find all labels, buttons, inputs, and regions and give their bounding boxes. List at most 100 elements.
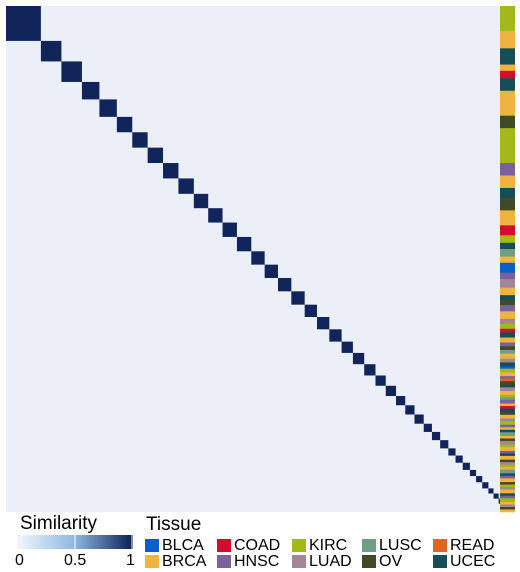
tissue-annotation-segment bbox=[500, 225, 515, 236]
tissue-annotation-segment bbox=[500, 504, 515, 508]
tissue-label: LUSC bbox=[379, 537, 422, 554]
tissue-label: COAD bbox=[234, 537, 281, 554]
diagonal-clusters bbox=[6, 6, 512, 512]
tissue-annotation-segment bbox=[500, 262, 515, 274]
tissue-annotation-segment bbox=[500, 78, 515, 92]
tissue-annotation-segment bbox=[500, 509, 515, 513]
tissue-annotation-segment bbox=[500, 391, 515, 396]
tissue-annotation-segment bbox=[500, 450, 515, 454]
tissue-annotation-segment bbox=[500, 323, 515, 330]
tissue-swatch bbox=[145, 555, 159, 568]
tissue-swatch bbox=[292, 555, 306, 568]
tissue-annotation-segment bbox=[500, 115, 515, 129]
tissue-annotation-segment bbox=[500, 435, 515, 439]
diagonal-cluster-block bbox=[414, 414, 424, 424]
tissue-annotation-segment bbox=[500, 197, 515, 211]
tissue-swatch bbox=[145, 539, 159, 552]
tissue-annotation-segment bbox=[500, 387, 515, 392]
tissue-annotation-segment bbox=[500, 447, 515, 452]
tissue-annotation-segment bbox=[500, 462, 515, 465]
tissue-annotation-segment bbox=[500, 507, 515, 510]
tissue-annotation-segment bbox=[500, 455, 515, 460]
tissue-label: LUAD bbox=[309, 553, 352, 570]
tissue-annotation-segment bbox=[500, 478, 515, 483]
tissue-annotation-segment bbox=[500, 381, 515, 386]
tissue-swatch bbox=[362, 539, 376, 552]
tissue-annotation-segment bbox=[500, 30, 515, 49]
diagonal-cluster-block bbox=[329, 329, 342, 342]
tissue-annotation-segment bbox=[500, 175, 515, 189]
diagonal-cluster-block bbox=[291, 291, 305, 305]
diagonal-cluster-block bbox=[316, 316, 330, 330]
diagonal-cluster-block bbox=[341, 341, 353, 353]
diagonal-cluster-block bbox=[431, 431, 441, 441]
tissue-label: READ bbox=[450, 537, 495, 554]
tissue-annotation-segment bbox=[500, 311, 515, 320]
diagonal-cluster-block bbox=[352, 352, 365, 365]
tissue-annotation-segment bbox=[500, 368, 515, 373]
tissue-annotation-segment bbox=[500, 235, 515, 244]
tissue-annotation-segment bbox=[500, 342, 515, 347]
tissue-annotation-segment bbox=[500, 414, 515, 419]
tissue-annotation-segment bbox=[500, 438, 515, 442]
tissue-label: BRCA bbox=[162, 553, 207, 570]
tissue-annotation-segment bbox=[500, 464, 515, 468]
tissue-annotation-segment bbox=[500, 495, 515, 499]
tissue-annotation-segment bbox=[500, 328, 515, 333]
tissue-annotation-segment bbox=[500, 64, 515, 72]
tissue-annotation-segment bbox=[500, 272, 515, 280]
tissue-annotation-segment bbox=[500, 406, 515, 409]
tissue-label: BLCA bbox=[162, 537, 204, 554]
tissue-annotation-segment bbox=[500, 210, 515, 226]
tissue-annotation-segment bbox=[500, 467, 515, 470]
tissue-annotation-segment bbox=[500, 337, 515, 343]
colorbar-label-0-5: 0.5 bbox=[64, 552, 87, 569]
tissue-annotation-segment bbox=[500, 440, 515, 445]
diagonal-cluster-block bbox=[236, 236, 252, 252]
tissue-annotation-segment bbox=[500, 366, 515, 369]
diagonal-cluster-block bbox=[81, 81, 100, 100]
diagonal-cluster-block bbox=[375, 375, 386, 386]
tissue-annotation-segment bbox=[500, 249, 515, 257]
diagonal-cluster-block bbox=[493, 493, 499, 499]
tissue-annotation-segment bbox=[500, 318, 515, 325]
tissue-annotation-segment bbox=[500, 6, 515, 32]
tissue-swatch bbox=[217, 539, 231, 552]
tissue-annotation-segment bbox=[500, 353, 515, 360]
diagonal-cluster-block bbox=[476, 476, 483, 483]
diagonal-cluster-block bbox=[147, 147, 164, 164]
tissue-annotation-segment bbox=[500, 362, 515, 367]
tissue-annotation-segment bbox=[500, 384, 515, 388]
tissue-annotation-segment bbox=[500, 482, 515, 485]
tissue-annotation-bar bbox=[500, 6, 515, 513]
diagonal-cluster-block bbox=[462, 462, 470, 470]
tissue-annotation-segment bbox=[500, 444, 515, 448]
diagonal-cluster-block bbox=[385, 385, 397, 397]
diagonal-cluster-block bbox=[364, 364, 376, 376]
tissue-annotation-segment bbox=[500, 429, 515, 433]
diagonal-cluster-block bbox=[193, 193, 209, 209]
similarity-legend-title: Similarity bbox=[20, 513, 98, 534]
tissue-annotation-segment bbox=[500, 424, 515, 428]
tissue-annotation-segment bbox=[500, 48, 515, 65]
tissue-annotation-segment bbox=[500, 287, 515, 296]
tissue-swatch bbox=[362, 555, 376, 568]
tissue-annotation-segment bbox=[500, 349, 515, 355]
tissue-label: KIRC bbox=[309, 537, 348, 554]
tissue-annotation-segment bbox=[500, 498, 515, 503]
tissue-annotation-segment bbox=[500, 300, 515, 306]
tissue-annotation-segment bbox=[500, 493, 515, 497]
diagonal-cluster-block bbox=[469, 469, 477, 477]
tissue-annotation-segment bbox=[500, 128, 515, 164]
tissue-annotation-segment bbox=[500, 427, 515, 431]
tissue-swatch bbox=[292, 539, 306, 552]
similarity-heatmap bbox=[6, 6, 515, 513]
diagonal-cluster-block bbox=[440, 440, 449, 449]
tissue-annotation-segment bbox=[500, 408, 515, 413]
diagonal-cluster-block bbox=[116, 116, 133, 133]
tissue-swatch bbox=[217, 555, 231, 568]
tissue-annotation-segment bbox=[500, 502, 515, 505]
diagonal-cluster-block bbox=[423, 423, 432, 432]
tissue-annotation-segment bbox=[500, 256, 515, 264]
tissue-label: UCEC bbox=[450, 553, 496, 570]
